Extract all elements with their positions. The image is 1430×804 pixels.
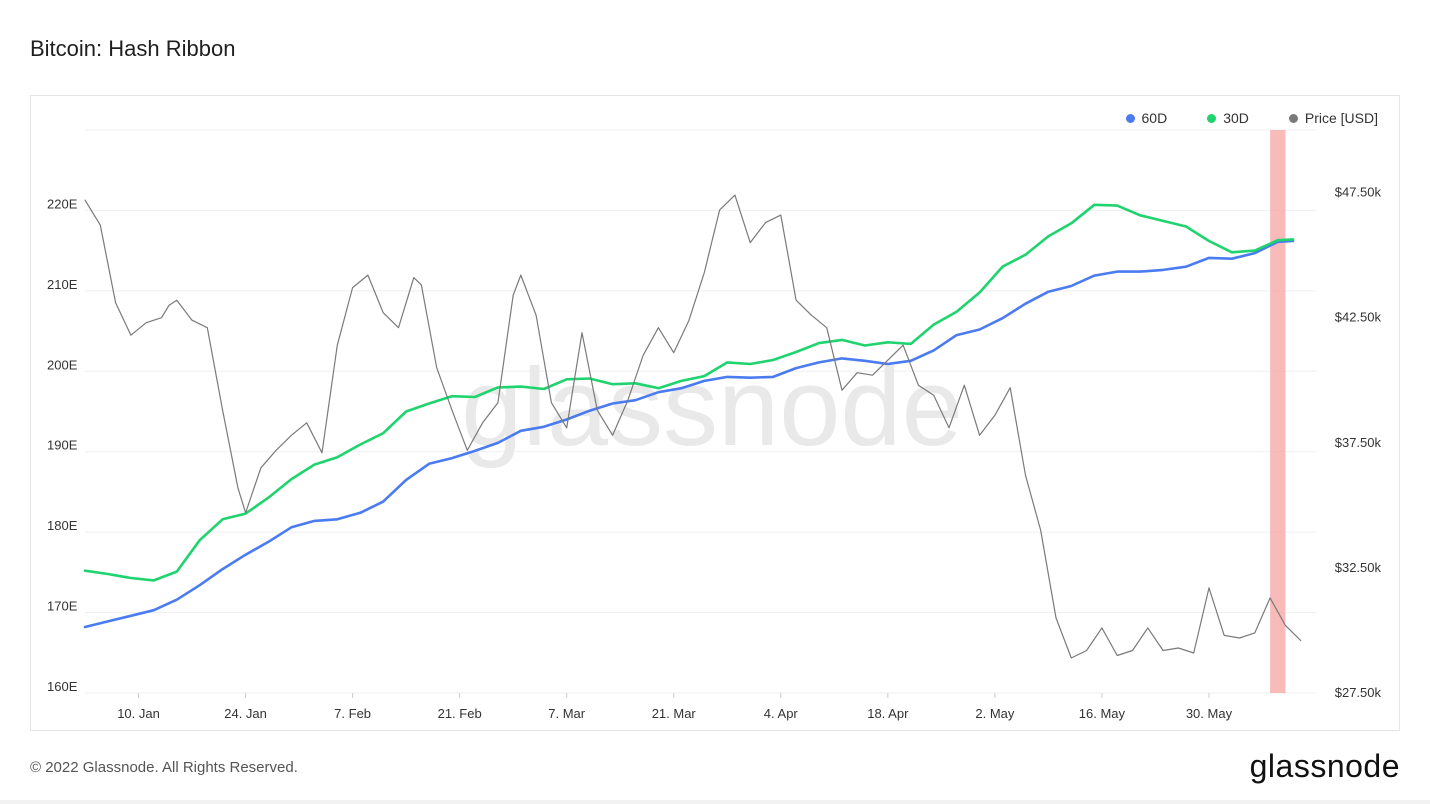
series-line-30d[interactable]: [83, 203, 1295, 582]
y-left-tick-label: 180E: [47, 518, 78, 533]
copyright-text: © 2022 Glassnode. All Rights Reserved.: [30, 759, 298, 776]
y-left-tick-label: 170E: [47, 599, 78, 614]
y-left-tick-label: 190E: [47, 438, 78, 453]
signal-highlight-band: [1270, 130, 1286, 693]
legend-60d-label: 60D: [1141, 110, 1168, 126]
chart-legend: 60D 30D Price [USD]: [1125, 110, 1378, 126]
bottom-divider: [0, 800, 1430, 804]
legend-price-label: Price [USD]: [1304, 110, 1378, 126]
x-tick-label: 16. May: [1079, 706, 1126, 721]
chart-panel: [30, 95, 1400, 731]
x-tick-label: 2. May: [975, 706, 1015, 721]
y-right-tick-label: $47.50k: [1335, 185, 1382, 200]
legend-30d[interactable]: 30D: [1207, 110, 1249, 126]
x-tick-label: 30. May: [1186, 706, 1233, 721]
y-right-tick-label: $27.50k: [1335, 685, 1382, 700]
series-line-60d[interactable]: [83, 239, 1295, 629]
x-tick-label: 7. Mar: [548, 706, 586, 721]
y-right-tick-label: $37.50k: [1335, 435, 1382, 450]
page-title: Bitcoin: Hash Ribbon: [30, 36, 236, 61]
y-left-tick-label: 160E: [47, 679, 78, 694]
y-left-tick-label: 200E: [47, 357, 78, 372]
legend-price-dot-icon: [1288, 113, 1298, 123]
x-tick-label: 10. Jan: [117, 706, 160, 721]
legend-60d-dot-icon: [1125, 113, 1135, 123]
y-left-tick-label: 210E: [47, 277, 78, 292]
x-tick-label: 21. Mar: [652, 706, 697, 721]
glassnode-logo[interactable]: glassnode: [1249, 748, 1400, 784]
legend-30d-label: 30D: [1223, 110, 1249, 126]
y-right-tick-label: $42.50k: [1335, 310, 1382, 325]
y-right-tick-label: $32.50k: [1335, 560, 1382, 575]
y-left-tick-label: 220E: [47, 196, 78, 211]
x-tick-label: 4. Apr: [764, 706, 799, 721]
legend-price[interactable]: Price [USD]: [1288, 110, 1378, 126]
x-tick-label: 7. Feb: [334, 706, 371, 721]
legend-30d-dot-icon: [1207, 113, 1217, 123]
legend-60d[interactable]: 60D: [1125, 110, 1168, 126]
x-tick-label: 24. Jan: [224, 706, 267, 721]
series-line-price-usd-[interactable]: [84, 194, 1302, 659]
x-tick-label: 21. Feb: [438, 706, 482, 721]
x-tick-label: 18. Apr: [867, 706, 909, 721]
